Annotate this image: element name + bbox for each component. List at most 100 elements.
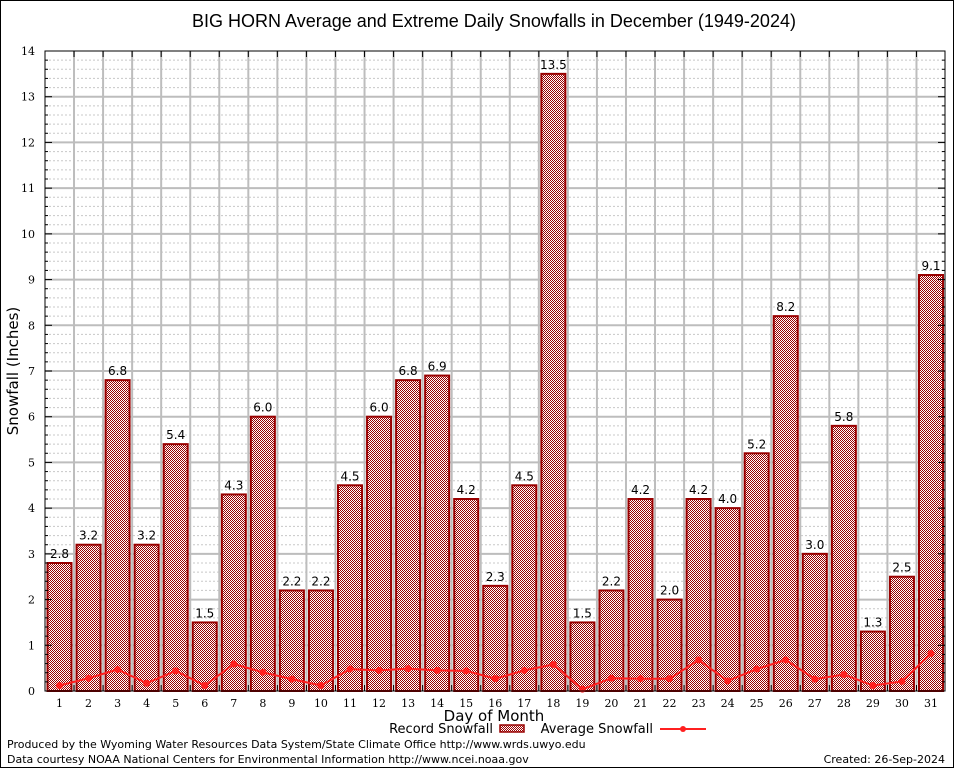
legend-record-label: Record Snowfall [389, 722, 493, 737]
x-tick-label: 9 [288, 697, 295, 710]
bar-value-label: 4.5 [515, 469, 534, 483]
bar-value-label: 13.5 [540, 58, 567, 72]
bar-value-labels: 2.8 3.2 6.8 3.2 5.4 1.5 4.3 6.0 2.2 2.2 4.5 6.0 6.8 6… [50, 58, 941, 630]
bar-value-label: 2.0 [660, 584, 679, 598]
average-point-day-22 [666, 675, 674, 683]
y-tick-label: 3 [28, 548, 35, 561]
y-tick-label: 9 [28, 274, 35, 287]
average-point-day-8 [259, 668, 267, 676]
x-tick-label: 15 [459, 697, 473, 710]
footer-data-source: Data courtesy NOAA National Centers for … [7, 753, 529, 766]
bar-value-label: 5.8 [834, 410, 853, 424]
bar-value-label: 4.5 [340, 469, 359, 483]
bar-value-label: 3.2 [79, 529, 98, 543]
bar-value-label: 4.2 [457, 483, 476, 497]
bar-day-26 [772, 315, 799, 692]
average-point-day-12 [375, 666, 383, 674]
bar-value-label: 6.0 [253, 401, 272, 415]
x-tick-label: 5 [172, 697, 179, 710]
average-point-day-11 [346, 665, 354, 673]
bar-day-14 [424, 374, 451, 692]
x-tick-label: 16 [488, 697, 502, 710]
bar-day-10 [307, 589, 334, 693]
average-point-day-7 [230, 660, 238, 668]
x-tick-label: 20 [604, 697, 618, 710]
bar-day-17 [511, 484, 538, 692]
bar-value-label: 3.2 [137, 529, 156, 543]
bar-day-4 [133, 543, 160, 693]
x-tick-label: 23 [692, 697, 706, 710]
bar-value-label: 3.0 [805, 538, 824, 552]
x-tick-label: 7 [230, 697, 237, 710]
average-point-day-3 [114, 666, 122, 674]
bar-day-13 [395, 379, 422, 692]
x-tick-label: 10 [314, 697, 328, 710]
average-point-day-26 [782, 656, 790, 664]
y-tick-label: 12 [21, 136, 35, 149]
bar-value-label: 1.3 [863, 616, 882, 630]
bar-value-label: 9.1 [921, 259, 940, 273]
legend: Record Snowfall Average Snowfall [389, 722, 706, 737]
average-point-day-13 [404, 665, 412, 673]
average-point-day-28 [840, 671, 848, 679]
x-tick-label: 22 [663, 697, 677, 710]
x-tick-label: 3 [114, 697, 121, 710]
bar-value-label: 6.9 [428, 360, 447, 374]
legend-average-marker [680, 726, 686, 732]
y-tick-label: 5 [28, 456, 35, 469]
bar-value-label: 4.2 [631, 483, 650, 497]
axis-ticks [45, 50, 945, 692]
bar-value-label: 6.8 [108, 364, 127, 378]
average-point-day-19 [578, 685, 586, 693]
average-point-day-5 [172, 667, 180, 675]
bar-value-label: 4.2 [689, 483, 708, 497]
average-point-day-24 [724, 677, 732, 685]
x-tick-labels: 1 2 3 4 5 6 7 8 9 10 11 12 13 14 15 16 17 18 19 20 21 22 23 24 2… [56, 697, 938, 710]
average-point-day-10 [317, 682, 325, 690]
bar-day-20 [598, 589, 625, 693]
bar-day-31 [918, 274, 944, 692]
x-tick-label: 14 [430, 697, 444, 710]
bar-day-15 [453, 498, 480, 692]
bar-day-24 [714, 507, 741, 692]
bar-day-2 [75, 543, 102, 693]
bar-value-label: 2.5 [892, 561, 911, 575]
average-point-day-9 [288, 675, 296, 683]
x-tick-label: 19 [575, 697, 589, 710]
average-point-day-14 [433, 666, 441, 674]
average-point-day-29 [869, 682, 877, 690]
bar-day-3 [104, 379, 131, 692]
x-tick-label: 18 [546, 697, 560, 710]
bar-value-label: 6.0 [370, 401, 389, 415]
average-point-day-31 [927, 650, 935, 658]
average-point-day-4 [143, 679, 151, 687]
average-point-day-20 [607, 674, 615, 682]
bar-value-label: 5.4 [166, 428, 185, 442]
average-point-day-1 [56, 682, 63, 690]
x-tick-label: 25 [750, 697, 764, 710]
bar-day-19 [569, 621, 596, 693]
bar-value-label: 2.2 [282, 574, 301, 588]
x-tick-label: 17 [517, 697, 531, 710]
average-point-day-21 [637, 675, 644, 683]
bar-day-28 [830, 424, 857, 692]
x-tick-label: 26 [779, 697, 793, 710]
x-axis-label: Day of Month [444, 707, 545, 725]
legend-record-swatch [499, 724, 525, 733]
y-tick-label: 2 [28, 594, 35, 607]
bar-value-label: 2.2 [602, 574, 621, 588]
bar-day-16 [482, 584, 509, 692]
bar-day-23 [685, 498, 712, 692]
x-tick-label: 12 [372, 697, 386, 710]
y-axis-label: Snowfall (Inches) [4, 307, 22, 435]
bar-value-label: 1.5 [195, 606, 214, 620]
average-point-day-16 [491, 675, 499, 683]
average-point-day-18 [549, 660, 557, 668]
average-point-day-15 [462, 667, 470, 675]
x-tick-label: 6 [201, 697, 208, 710]
x-tick-label: 28 [837, 697, 851, 710]
x-tick-label: 8 [259, 697, 266, 710]
x-tick-label: 2 [85, 697, 92, 710]
average-point-day-30 [898, 677, 906, 685]
